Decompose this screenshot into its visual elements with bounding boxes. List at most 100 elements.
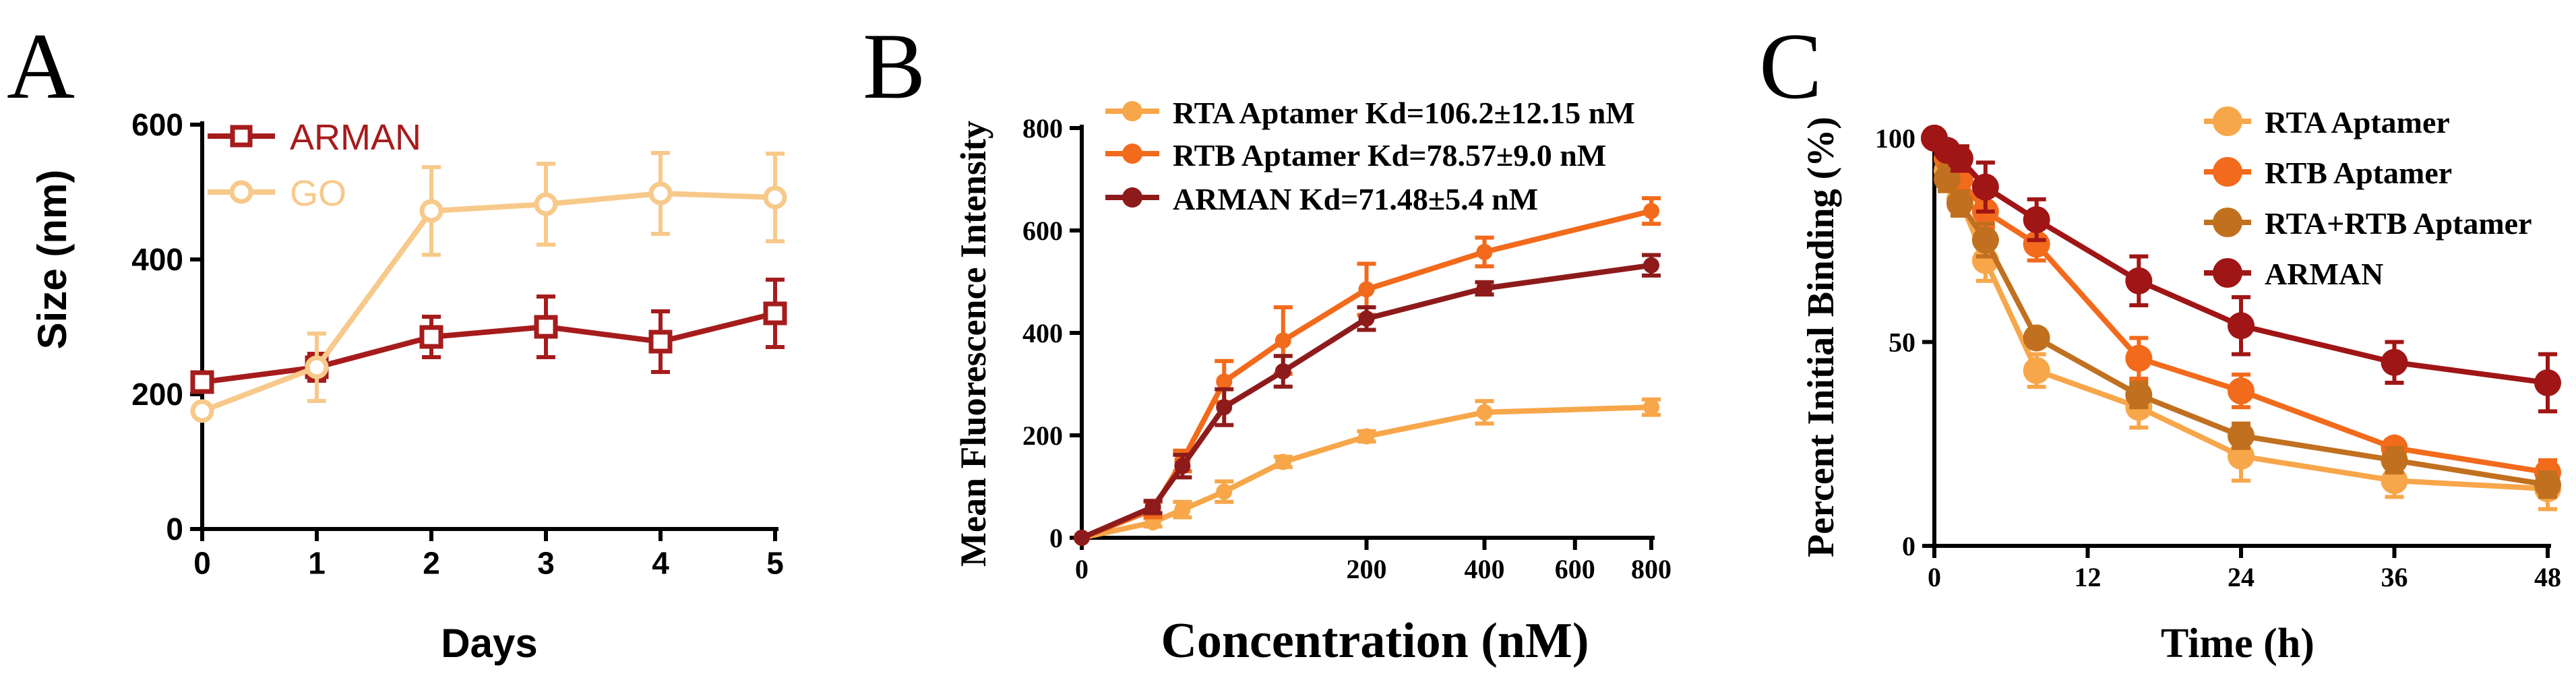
panel-b-ytick-label-200: 200	[1022, 421, 1063, 451]
panel-a-arman-point-5	[763, 301, 787, 325]
panel-a-go-point-2	[419, 199, 443, 223]
legend-label-arman: ARMAN	[290, 117, 421, 158]
panel-b-plot: 0 200 400 600 800 0 200 400 600 800	[1022, 113, 1672, 584]
panel-c-rta-rtb-aptamer-point-2	[1946, 189, 1973, 217]
panel-c-rta-rtb-aptamer-point-5	[2125, 381, 2153, 409]
legend-marker-go	[229, 180, 253, 204]
legend-item-rta-c: RTA Aptamer	[2204, 105, 2450, 139]
legend-label-rta: RTA Aptamer Kd=106.2±12.15 nM	[1173, 96, 1635, 130]
panel-c-ytick-label-0: 0	[1902, 531, 1915, 561]
panel-b-ytick-label-600: 600	[1022, 216, 1063, 246]
panel-c-xtick-label-36: 36	[2381, 562, 2408, 592]
legend-label-go: GO	[290, 173, 346, 214]
panel-c-xlabel: Time (h)	[2161, 621, 2314, 666]
panel-c-arman-point-4	[2023, 206, 2050, 233]
panel-c-xtick-label-24: 24	[2228, 562, 2255, 592]
panel-c-xtick-label-0: 0	[1928, 562, 1941, 592]
panel-c-arman-point-8	[2534, 369, 2561, 396]
panel-b-legend: RTA Aptamer Kd=106.2±12.15 nM RTB Aptame…	[1105, 96, 1635, 216]
panel-a-arman-point-4	[648, 330, 673, 354]
panel-a-xtick-label-2: 2	[423, 545, 440, 580]
panel-b-arman-kd-71-48-5-4-nm-point-1	[1144, 499, 1161, 516]
panel-b-xlabel: Concentration (nM)	[1161, 613, 1589, 669]
panel-c-xtick-label-48: 48	[2534, 562, 2561, 592]
panel-b-xtick-label-600: 600	[1555, 554, 1595, 584]
legend-marker-rta	[1122, 101, 1142, 121]
panel-b-rta-aptamer-kd-106-2-12-15-nm-point-7	[1643, 399, 1659, 416]
panel-c-rta-rtb-aptamer-point-8	[2534, 471, 2561, 499]
panel-c-rtb-aptamer-point-5	[2125, 344, 2153, 372]
panel-b-rtb-aptamer-kd-78-57-9-0-nm-point-6	[1476, 243, 1493, 260]
legend-item-arman: ARMAN	[208, 117, 421, 158]
legend-label-rtb-c: RTB Aptamer	[2265, 156, 2452, 190]
legend-item-arman-c: ARMAN	[2204, 257, 2383, 291]
panel-a-arman-point-2	[419, 325, 443, 349]
panel-b-ytick-label-400: 400	[1022, 318, 1063, 348]
panel-a-ytick-label-400: 400	[131, 242, 183, 277]
panel-b-xtick-label-200: 200	[1347, 554, 1387, 584]
legend-marker-rtarbt-c	[2213, 208, 2242, 237]
panel-c-arman-point-7	[2381, 348, 2408, 376]
panel-letter-a: A	[7, 14, 75, 119]
panel-b-rtb-aptamer-kd-78-57-9-0-nm-point-5	[1358, 281, 1375, 298]
panel-a-arman-point-3	[534, 315, 558, 339]
panel-a-plot: 0 200 400 600 0 1 2 3 4 5	[131, 107, 787, 580]
panel-b-arman-kd-71-48-5-4-nm-point-6	[1476, 280, 1493, 297]
panel-a-xlabel: Days	[441, 621, 537, 666]
legend-item-rtb-c: RTB Aptamer	[2204, 156, 2452, 190]
panel-a-go-point-1	[305, 355, 329, 379]
panel-c-rta-aptamer-point-4	[2023, 356, 2050, 384]
panel-b-arman-kd-71-48-5-4-nm-point-0	[1074, 530, 1090, 546]
panel-b-ylabel: Mean Fluorescence Intensity	[953, 121, 993, 567]
panel-b-rta-aptamer-kd-106-2-12-15-nm-point-2	[1174, 501, 1191, 518]
legend-label-rtarbt-c: RTA+RTB Aptamer	[2265, 206, 2532, 241]
panel-b-arman-kd-71-48-5-4-nm-point-2	[1174, 458, 1191, 474]
legend-marker-arman-b	[1122, 187, 1142, 208]
panel-a: A 0 200 400 600 0 1 2 3 4 5 Size (nm) Days ARMAN …	[7, 14, 787, 666]
panel-b: B 0 200 400 600 800 0 200 400 600 800 Mean Fluore…	[863, 14, 1672, 669]
panel-a-xtick-label-4: 4	[652, 545, 669, 580]
panel-a-xtick-label-1: 1	[308, 545, 326, 580]
panel-c-rta-rtb-aptamer-point-7	[2381, 446, 2408, 474]
panel-a-ytick-label-0: 0	[166, 511, 183, 547]
panel-b-xtick-label-800: 800	[1631, 554, 1672, 584]
panel-b-rtb-aptamer-kd-78-57-9-0-nm-point-3	[1216, 373, 1233, 390]
panel-b-rtb-aptamer-kd-78-57-9-0-nm-point-4	[1275, 332, 1291, 349]
panel-b-rta-aptamer-kd-106-2-12-15-nm-point-4	[1275, 454, 1291, 470]
panel-c-rtb-aptamer-point-6	[2228, 377, 2255, 405]
legend-label-rta-c: RTA Aptamer	[2265, 105, 2450, 139]
panel-c-arman-point-6	[2228, 312, 2255, 340]
panel-b-arman-kd-71-48-5-4-nm-point-7	[1643, 257, 1659, 274]
legend-item-rta: RTA Aptamer Kd=106.2±12.15 nM	[1105, 96, 1635, 130]
panel-c-rta-rtb-aptamer-point-4	[2023, 324, 2050, 352]
panel-a-xtick-label-0: 0	[193, 545, 211, 580]
panel-a-go-point-4	[648, 181, 673, 206]
panel-b-ytick-label-800: 800	[1022, 113, 1063, 144]
panel-a-go-point-3	[534, 192, 558, 216]
panel-letter-c: C	[1759, 14, 1822, 119]
panel-c-ylabel: Percent Initial Binding (%)	[1800, 117, 1842, 557]
panel-b-arman-kd-71-48-5-4-nm-point-5	[1358, 310, 1375, 327]
panel-c-rta-rtb-aptamer-point-6	[2228, 422, 2255, 449]
panel-a-ytick-label-200: 200	[131, 377, 183, 412]
panel-a-go-point-0	[190, 399, 214, 423]
panel-a-legend: ARMAN GO	[208, 117, 421, 214]
panel-b-rtb-aptamer-kd-78-57-9-0-nm-point-7	[1643, 203, 1659, 220]
panel-a-ytick-label-600: 600	[131, 107, 183, 142]
panel-c-arman-point-5	[2125, 267, 2153, 294]
panel-a-xtick-label-3: 3	[537, 545, 555, 580]
panel-a-arman-line	[202, 311, 776, 385]
panel-a-arman-point-0	[190, 370, 214, 394]
panel-b-rta-aptamer-kd-106-2-12-15-nm-point-6	[1476, 404, 1493, 421]
legend-label-rtb: RTB Aptamer Kd=78.57±9.0 nM	[1173, 138, 1606, 173]
legend-item-rtb: RTB Aptamer Kd=78.57±9.0 nM	[1105, 138, 1606, 173]
legend-marker-rtb	[1122, 144, 1142, 164]
panel-b-rta-aptamer-kd-106-2-12-15-nm-point-5	[1358, 428, 1375, 445]
panel-c-xtick-label-12: 12	[2075, 562, 2102, 592]
legend-item-arman-b: ARMAN Kd=71.48±5.4 nM	[1105, 182, 1538, 216]
panel-letter-b: B	[863, 14, 925, 119]
panel-b-rta-aptamer-kd-106-2-12-15-nm-point-3	[1216, 483, 1233, 500]
legend-item-go: GO	[208, 173, 346, 214]
panel-c-ytick-label-50: 50	[1889, 328, 1915, 358]
